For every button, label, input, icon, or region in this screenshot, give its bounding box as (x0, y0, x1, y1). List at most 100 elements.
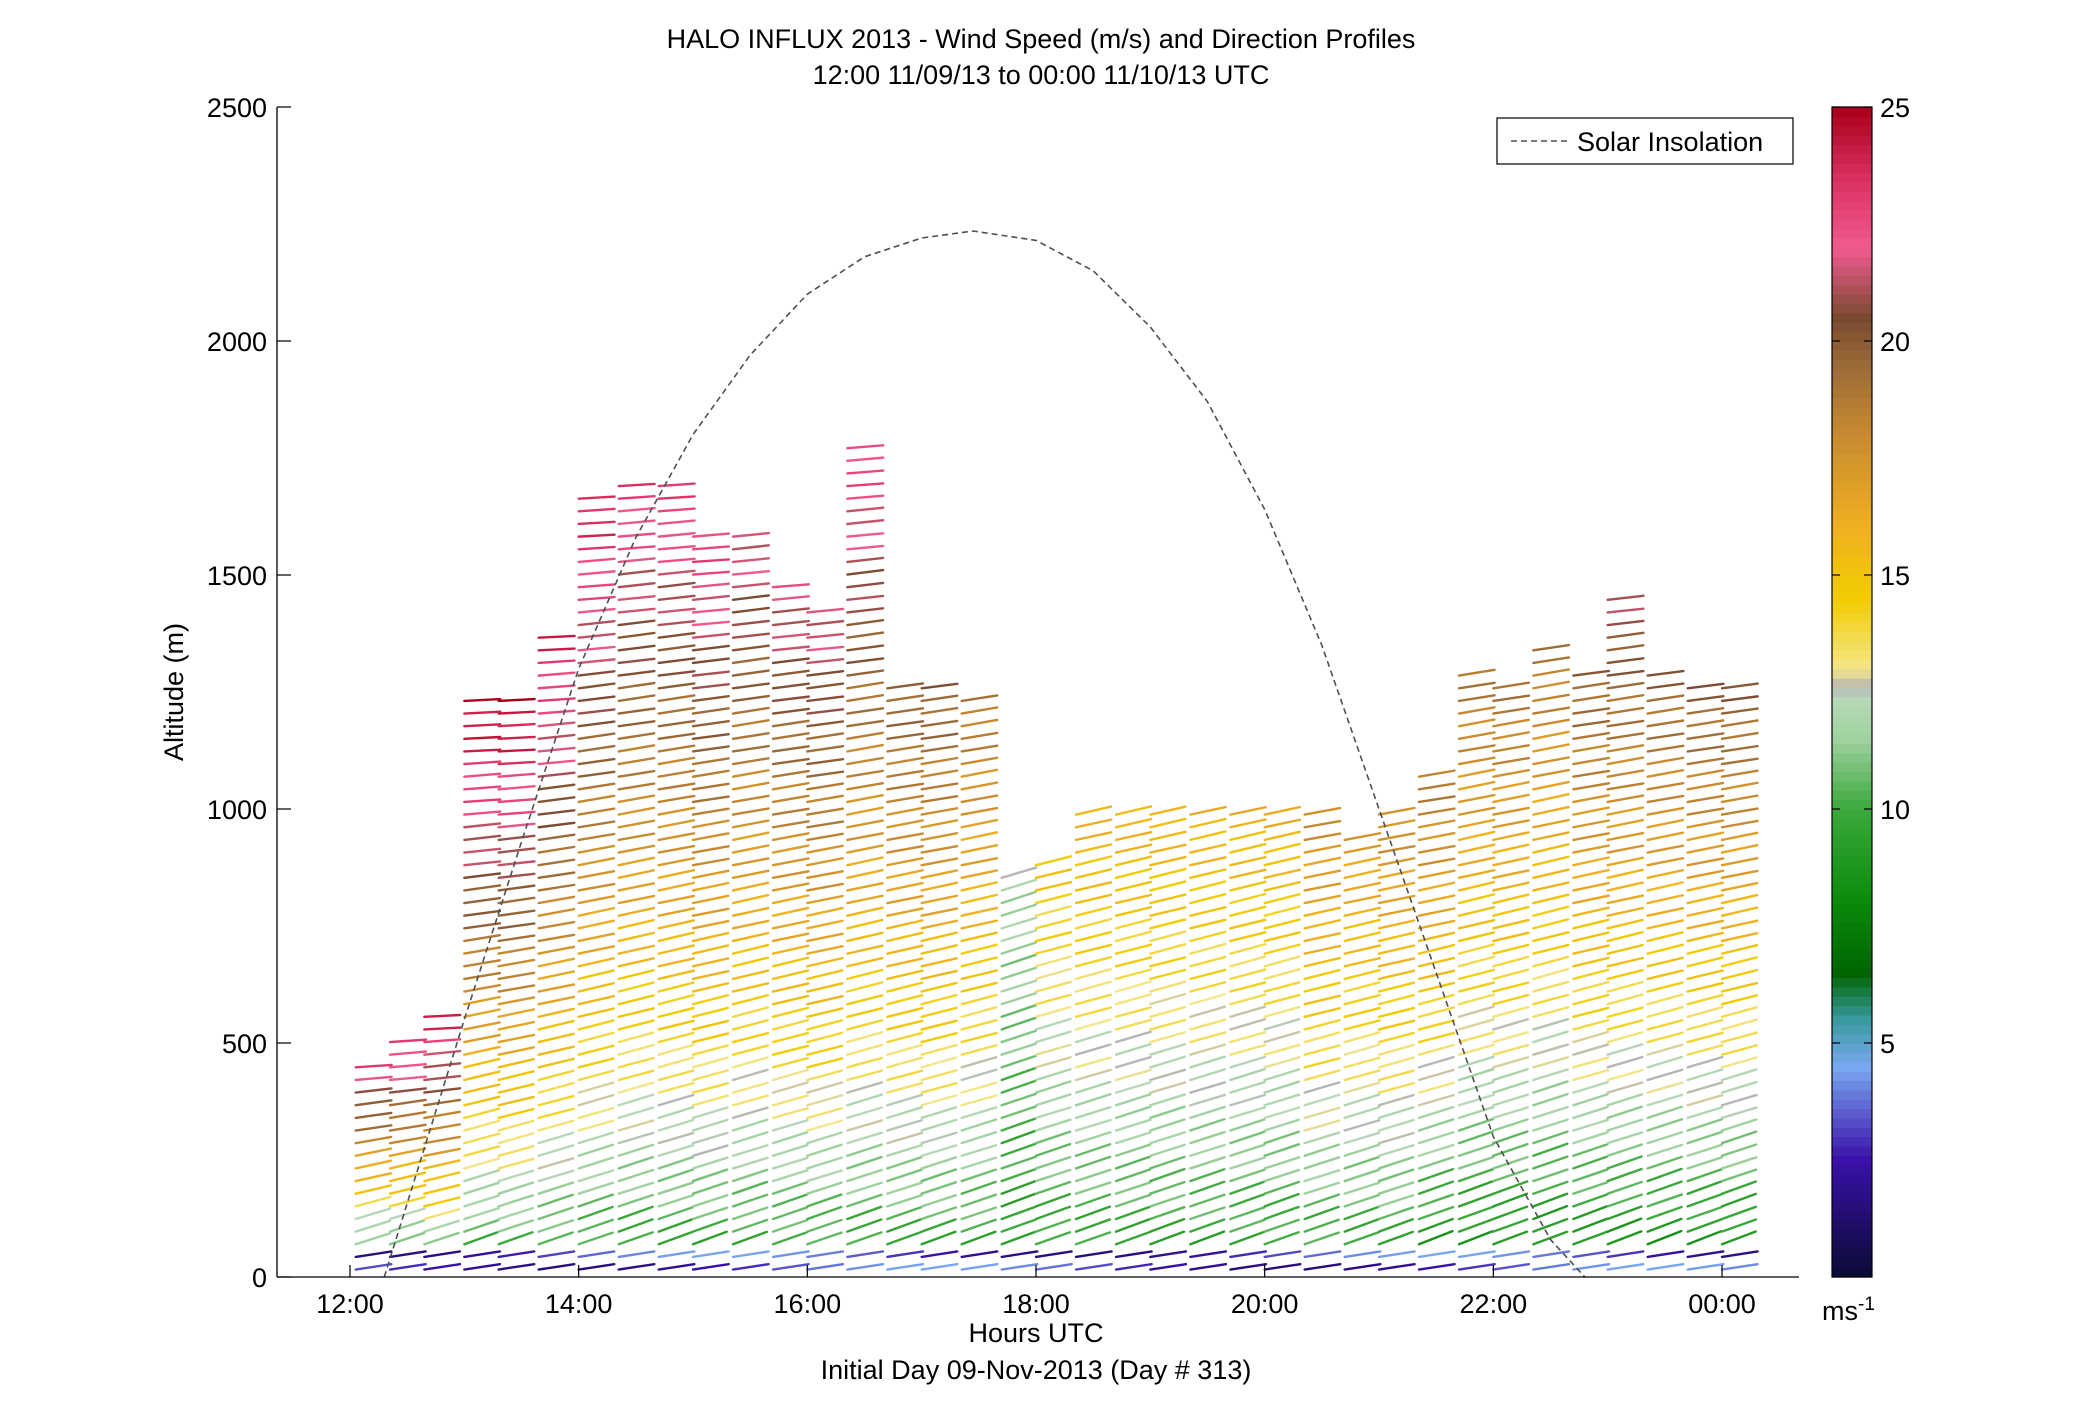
wind-barb (1114, 1217, 1151, 1233)
wind-barb (537, 671, 576, 677)
colorbar-segment (1832, 1005, 1872, 1016)
colorbar-segment (1832, 977, 1872, 988)
wind-barb (497, 1157, 535, 1170)
wind-barb (577, 1119, 615, 1132)
wind-barb (1303, 919, 1341, 930)
wind-barb (691, 1094, 729, 1107)
colorbar-segment (1832, 1052, 1872, 1063)
wind-barb (1457, 1093, 1495, 1107)
wind-barb (1149, 1093, 1186, 1107)
wind-barb (920, 1019, 958, 1031)
wind-barb (354, 1232, 392, 1246)
wind-barb (1492, 831, 1530, 842)
wind-barb (1377, 1168, 1415, 1183)
wind-barb (577, 1131, 615, 1145)
colorbar-tick-label: 10 (1880, 795, 1910, 825)
wind-barb (577, 708, 616, 715)
wind-barb (1229, 1206, 1266, 1221)
wind-barb (354, 1087, 393, 1094)
wind-barb (960, 744, 999, 753)
wind-barb (1532, 693, 1571, 703)
wind-barb (1606, 1131, 1644, 1145)
wind-barb (691, 594, 731, 602)
wind-barb (1303, 1143, 1341, 1157)
wind-barb (1417, 1229, 1454, 1246)
wind-barb (1532, 1250, 1571, 1259)
wind-barb (1686, 1229, 1723, 1246)
wind-barb (1457, 1205, 1495, 1221)
wind-barb (1606, 706, 1645, 715)
wind-barb (1606, 881, 1645, 892)
wind-barb (806, 994, 844, 1006)
wind-barb (960, 1144, 998, 1157)
wind-barb (1720, 707, 1759, 715)
wind-barb (806, 870, 844, 879)
x-tick-label: 22:00 (1460, 1289, 1528, 1319)
wind-barb (1074, 1231, 1112, 1246)
colorbar-segment (1832, 350, 1872, 361)
wind-barb (1114, 905, 1153, 917)
wind-barb (1572, 719, 1611, 728)
wind-barb (617, 595, 656, 602)
wind-barb (617, 832, 656, 842)
wind-barb (1492, 731, 1530, 740)
wind-barb (1457, 768, 1496, 778)
colorbar-segment (1832, 125, 1872, 136)
wind-barb (1417, 1155, 1455, 1170)
wind-barb (1189, 1193, 1226, 1208)
wind-barb (846, 1181, 883, 1195)
wind-barb (1189, 892, 1227, 905)
wind-barb (1000, 991, 1038, 1006)
wind-barb (1074, 818, 1113, 829)
wind-barb (1572, 669, 1611, 677)
wind-barb (388, 1195, 427, 1208)
wind-barb (617, 707, 656, 715)
wind-barb (731, 831, 770, 842)
wind-barb (1303, 844, 1342, 854)
wind-barb (1606, 756, 1645, 766)
wind-barb (577, 1093, 615, 1107)
wind-barb (1149, 1131, 1186, 1145)
wind-barb (1377, 1155, 1415, 1170)
wind-barb (1189, 918, 1227, 930)
wind-barb (1417, 1262, 1456, 1271)
wind-barb (497, 884, 536, 892)
wind-barb (577, 533, 616, 538)
wind-barb (691, 632, 731, 639)
wind-barb (1646, 1205, 1683, 1221)
wind-barb (1572, 1068, 1610, 1082)
wind-barb (691, 894, 730, 905)
colorbar-segment (1832, 621, 1872, 632)
wind-barb (920, 756, 959, 766)
wind-barb (1417, 1250, 1456, 1259)
wind-barb (1229, 955, 1267, 968)
wind-barb (1000, 1179, 1037, 1195)
wind-barb (617, 1019, 655, 1031)
wind-barb (846, 844, 884, 854)
wind-barb (1720, 1018, 1758, 1031)
wind-barb (731, 1230, 769, 1246)
wind-barb (537, 1181, 575, 1195)
wind-barb (1720, 956, 1759, 968)
wind-barb (1532, 1262, 1571, 1271)
wind-barb (846, 1031, 884, 1044)
wind-barb (691, 1082, 729, 1094)
wind-barb (657, 1218, 694, 1233)
wind-barb (1457, 780, 1496, 791)
wind-barb (846, 681, 885, 690)
wind-barb (1457, 856, 1496, 867)
wind-barb (1000, 878, 1038, 892)
wind-barb (771, 857, 810, 867)
wind-barb (1572, 1205, 1609, 1221)
wind-barb (1149, 880, 1187, 892)
wind-barb (577, 607, 616, 614)
wind-barb (1000, 866, 1038, 879)
wind-barb (1189, 1218, 1226, 1233)
wind-barb (846, 594, 885, 602)
wind-barb (1189, 981, 1227, 993)
wind-barb (1457, 868, 1496, 879)
wind-barb (1532, 868, 1570, 879)
wind-barb (1646, 894, 1685, 905)
wind-barb (1686, 906, 1725, 917)
wind-barb (617, 506, 656, 513)
